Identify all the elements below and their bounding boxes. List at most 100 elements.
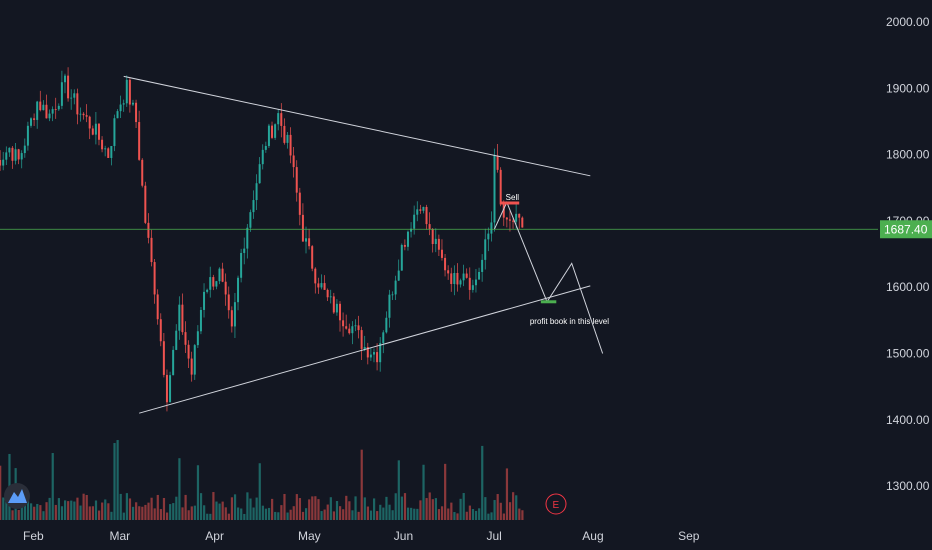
volume-bar (261, 505, 264, 520)
candle-body (274, 124, 277, 138)
volume-bar (258, 463, 261, 520)
volume-bar (17, 509, 20, 520)
volume-bar (162, 497, 166, 520)
candle-body (515, 213, 518, 222)
candle-body (403, 244, 406, 247)
sell-zone-marker[interactable] (500, 201, 520, 205)
volume-bar (437, 509, 441, 520)
volume-bar (502, 513, 505, 520)
candle-body (73, 93, 76, 98)
candle-body (48, 113, 51, 119)
volume-bar (508, 502, 512, 520)
volume-bar (382, 507, 385, 520)
candle-body (51, 109, 54, 114)
candle-body (196, 331, 199, 346)
volume-bar (128, 498, 132, 520)
candle-body (397, 270, 400, 281)
candle-body (406, 231, 409, 247)
volume-bar (376, 511, 379, 520)
price-axis[interactable]: 2000.001900.001800.001700.001600.001500.… (886, 15, 930, 493)
candle-body (63, 75, 66, 83)
volume-bar (91, 506, 94, 520)
volume-bar (212, 492, 215, 520)
candle-body (267, 125, 270, 146)
candle-body (45, 104, 48, 119)
volume-bar (70, 500, 73, 520)
candle-body (88, 116, 91, 129)
volume-bar (428, 492, 431, 520)
x-tick-label: Jun (394, 529, 413, 543)
candle-body (394, 280, 397, 295)
candle-body (255, 183, 258, 201)
candle-body (199, 309, 202, 332)
current-price-value: 1687.40 (884, 222, 928, 236)
volume-bar (246, 492, 249, 520)
candle-body (57, 105, 60, 110)
candle-body (243, 248, 246, 253)
candle-body (54, 109, 57, 110)
x-tick-label: Feb (23, 529, 44, 543)
y-tick-label: 1900.00 (886, 81, 930, 95)
candle-body (450, 273, 453, 285)
volume-bar (172, 503, 175, 520)
volume-bar (233, 494, 237, 520)
event-marker[interactable]: E (545, 493, 567, 515)
candle-body (376, 352, 379, 363)
time-axis[interactable]: Feb Mar Apr May Jun Jul Aug Sep (23, 529, 700, 543)
candle-body (512, 220, 515, 222)
event-marker-circle[interactable] (545, 493, 567, 515)
candle-body (206, 289, 209, 292)
upper-trendline[interactable] (123, 75, 591, 177)
candle-body (249, 212, 252, 228)
candle-body (474, 279, 477, 286)
candle-body (425, 206, 428, 225)
candle-body (481, 259, 484, 272)
candle-body (85, 115, 88, 117)
candle-body (125, 79, 128, 104)
volume-bar (447, 508, 450, 520)
candle-body (70, 97, 73, 99)
volume-bar (295, 494, 298, 520)
candle-body (79, 113, 82, 115)
x-tick-label: Mar (110, 529, 131, 543)
volume-bar (413, 508, 416, 520)
candle-body (156, 294, 159, 320)
candle-body (357, 325, 360, 331)
lower-trendline[interactable] (139, 285, 591, 414)
volume-bar (372, 498, 376, 520)
volume-bar (468, 505, 471, 520)
volume-bar (42, 511, 45, 520)
volume-bar (193, 505, 196, 520)
candle-body (0, 160, 2, 166)
candle-body (385, 317, 388, 333)
candle-body (128, 79, 131, 105)
volume-bar (175, 496, 178, 520)
volume-bar (308, 499, 311, 520)
volume-bar (363, 497, 366, 520)
volume-bar (397, 460, 400, 520)
volume-bar (39, 505, 42, 520)
candle-body (490, 222, 493, 234)
volume-bar (351, 510, 354, 520)
volume-bar (255, 497, 258, 520)
candle-body (468, 277, 471, 290)
candle-body (351, 326, 354, 334)
volume-bar (379, 504, 382, 520)
volume-bar (456, 513, 459, 520)
volume-bar (190, 506, 193, 520)
candle-body (246, 227, 249, 249)
candle-body (363, 346, 366, 349)
volume-bar (224, 507, 227, 520)
profit-zone-marker[interactable] (540, 300, 557, 304)
y-tick-label: 1800.00 (886, 148, 930, 162)
candle-body (67, 75, 70, 99)
volume-bar (11, 510, 14, 520)
candle-body (147, 222, 150, 238)
logo[interactable]: TV (0, 0, 30, 509)
volume-bar (88, 506, 91, 520)
candle-body (14, 149, 17, 161)
candle-body (277, 113, 280, 125)
candle-body (379, 343, 382, 363)
volume-bar (215, 501, 218, 520)
